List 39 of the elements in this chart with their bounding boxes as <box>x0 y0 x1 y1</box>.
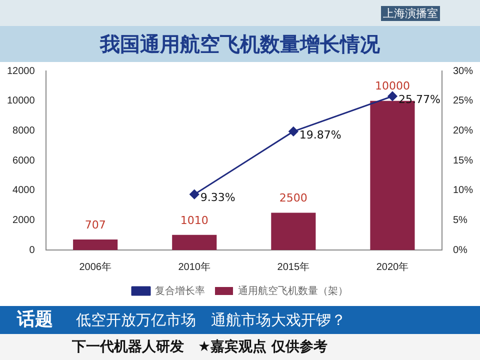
data-label: 19.87% <box>299 128 342 142</box>
x-tick-label: 2015年 <box>277 260 310 273</box>
y2-tick-label: 15% <box>452 155 474 166</box>
data-label: 2500 <box>279 192 308 205</box>
y-tick-label: 2000 <box>12 214 36 226</box>
data-label: 1010 <box>180 214 208 227</box>
x-tick-label: 2020年 <box>376 260 409 273</box>
text: 上海演播室 <box>381 6 440 21</box>
data-label: 25.77% <box>398 93 440 106</box>
y2-tick-label: 25% <box>452 96 474 107</box>
data-label: 10000 <box>374 80 410 93</box>
point <box>388 91 398 101</box>
y-tick-label: 12000 <box>6 66 36 77</box>
legend-label: 复合增长率 <box>155 284 205 297</box>
y-tick-label: 4000 <box>12 185 36 196</box>
text: 低空开放万亿市场 通航市场大戏开锣？ <box>76 310 346 331</box>
data-label: 707 <box>84 218 106 232</box>
y-tick-label: 0 <box>29 244 36 256</box>
point <box>190 190 200 200</box>
y-tick-label: 8000 <box>12 125 36 136</box>
y2-tick-label: 30% <box>452 66 474 77</box>
x-tick-label: 2010年 <box>178 260 210 273</box>
text: 话题 <box>0 306 70 334</box>
legend-label: 通用航空飞机数量（架） <box>238 284 348 297</box>
y2-tick-label: 20% <box>452 125 474 136</box>
bar <box>172 234 217 250</box>
y2-tick-label: 10% <box>452 185 474 196</box>
point <box>288 126 298 136</box>
chart-title: 我国通用航空飞机数量增长情况 <box>0 26 480 62</box>
text: ★嘉宾观点 仅供参考 <box>198 339 328 355</box>
bar <box>271 212 316 250</box>
y-tick-label: 6000 <box>12 155 36 166</box>
y2-tick-label: 0% <box>452 244 468 256</box>
y-tick-label: 10000 <box>6 96 36 107</box>
x-tick-label: 2006年 <box>79 260 112 273</box>
data-label: 9.33% <box>200 191 236 204</box>
text: 下一代机器人研发 <box>72 339 184 355</box>
bar <box>73 239 118 250</box>
y2-tick-label: 5% <box>452 214 468 226</box>
